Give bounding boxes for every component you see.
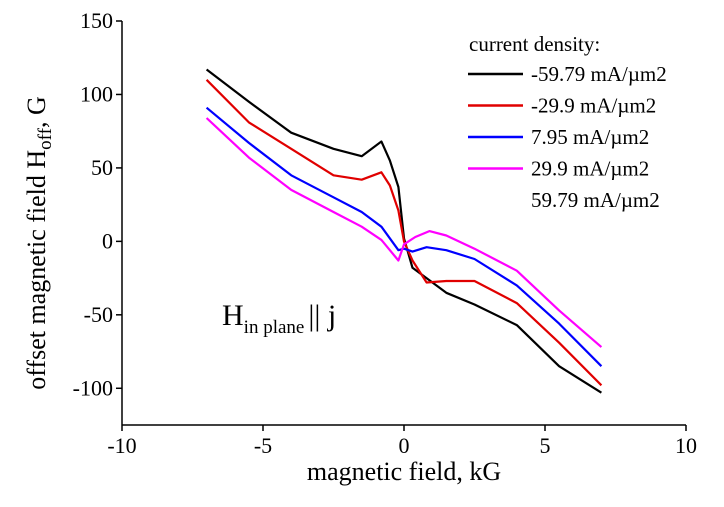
y-tick-label: 100 <box>80 81 113 106</box>
y-tick-label: -100 <box>73 375 113 400</box>
y-tick-label: 150 <box>80 8 113 33</box>
field-orientation-annotation: Hin plane || j <box>222 299 336 338</box>
y-ticks: -100 -50 0 50 100 150 <box>73 8 122 400</box>
y-axis-title-tail: , G <box>22 96 51 128</box>
legend-entry-label: 59.79 mA/µm2 <box>531 188 660 212</box>
y-tick-label: -50 <box>84 302 113 327</box>
annotation-sub: in plane <box>244 317 305 338</box>
legend: current density: -59.79 mA/µm2 -29.9 mA/µ… <box>468 32 667 212</box>
series-line-2 <box>205 106 603 367</box>
x-ticks: -10 -5 0 5 10 <box>107 425 697 458</box>
series-line-3 <box>205 117 603 348</box>
series-group <box>205 68 603 394</box>
legend-entry-label: 29.9 mA/µm2 <box>531 157 649 181</box>
y-axis-title-sub: off <box>35 127 56 149</box>
y-tick-label: 0 <box>102 228 113 253</box>
x-tick-label: 10 <box>675 433 697 458</box>
series-line-0 <box>205 68 602 394</box>
x-axis-title: magnetic field, kG <box>307 457 501 486</box>
x-tick-label: 0 <box>399 433 410 458</box>
y-tick-label: 50 <box>91 155 113 180</box>
y-axis-title-main: offset magnetic field H <box>22 150 51 390</box>
annotation-tail: || j <box>308 299 336 332</box>
x-tick-label: -10 <box>107 433 136 458</box>
series-line-1 <box>205 79 603 387</box>
legend-entry-label: -59.79 mA/µm2 <box>531 62 667 86</box>
annotation-main: H <box>222 299 244 332</box>
y-axis-title: offset magnetic field Hoff, G <box>22 96 56 390</box>
legend-title: current density: <box>469 32 600 56</box>
x-tick-label: -5 <box>254 433 272 458</box>
legend-entry-label: 7.95 mA/µm2 <box>531 125 649 149</box>
x-tick-label: 5 <box>540 433 551 458</box>
legend-entry-label: -29.9 mA/µm2 <box>531 94 656 118</box>
